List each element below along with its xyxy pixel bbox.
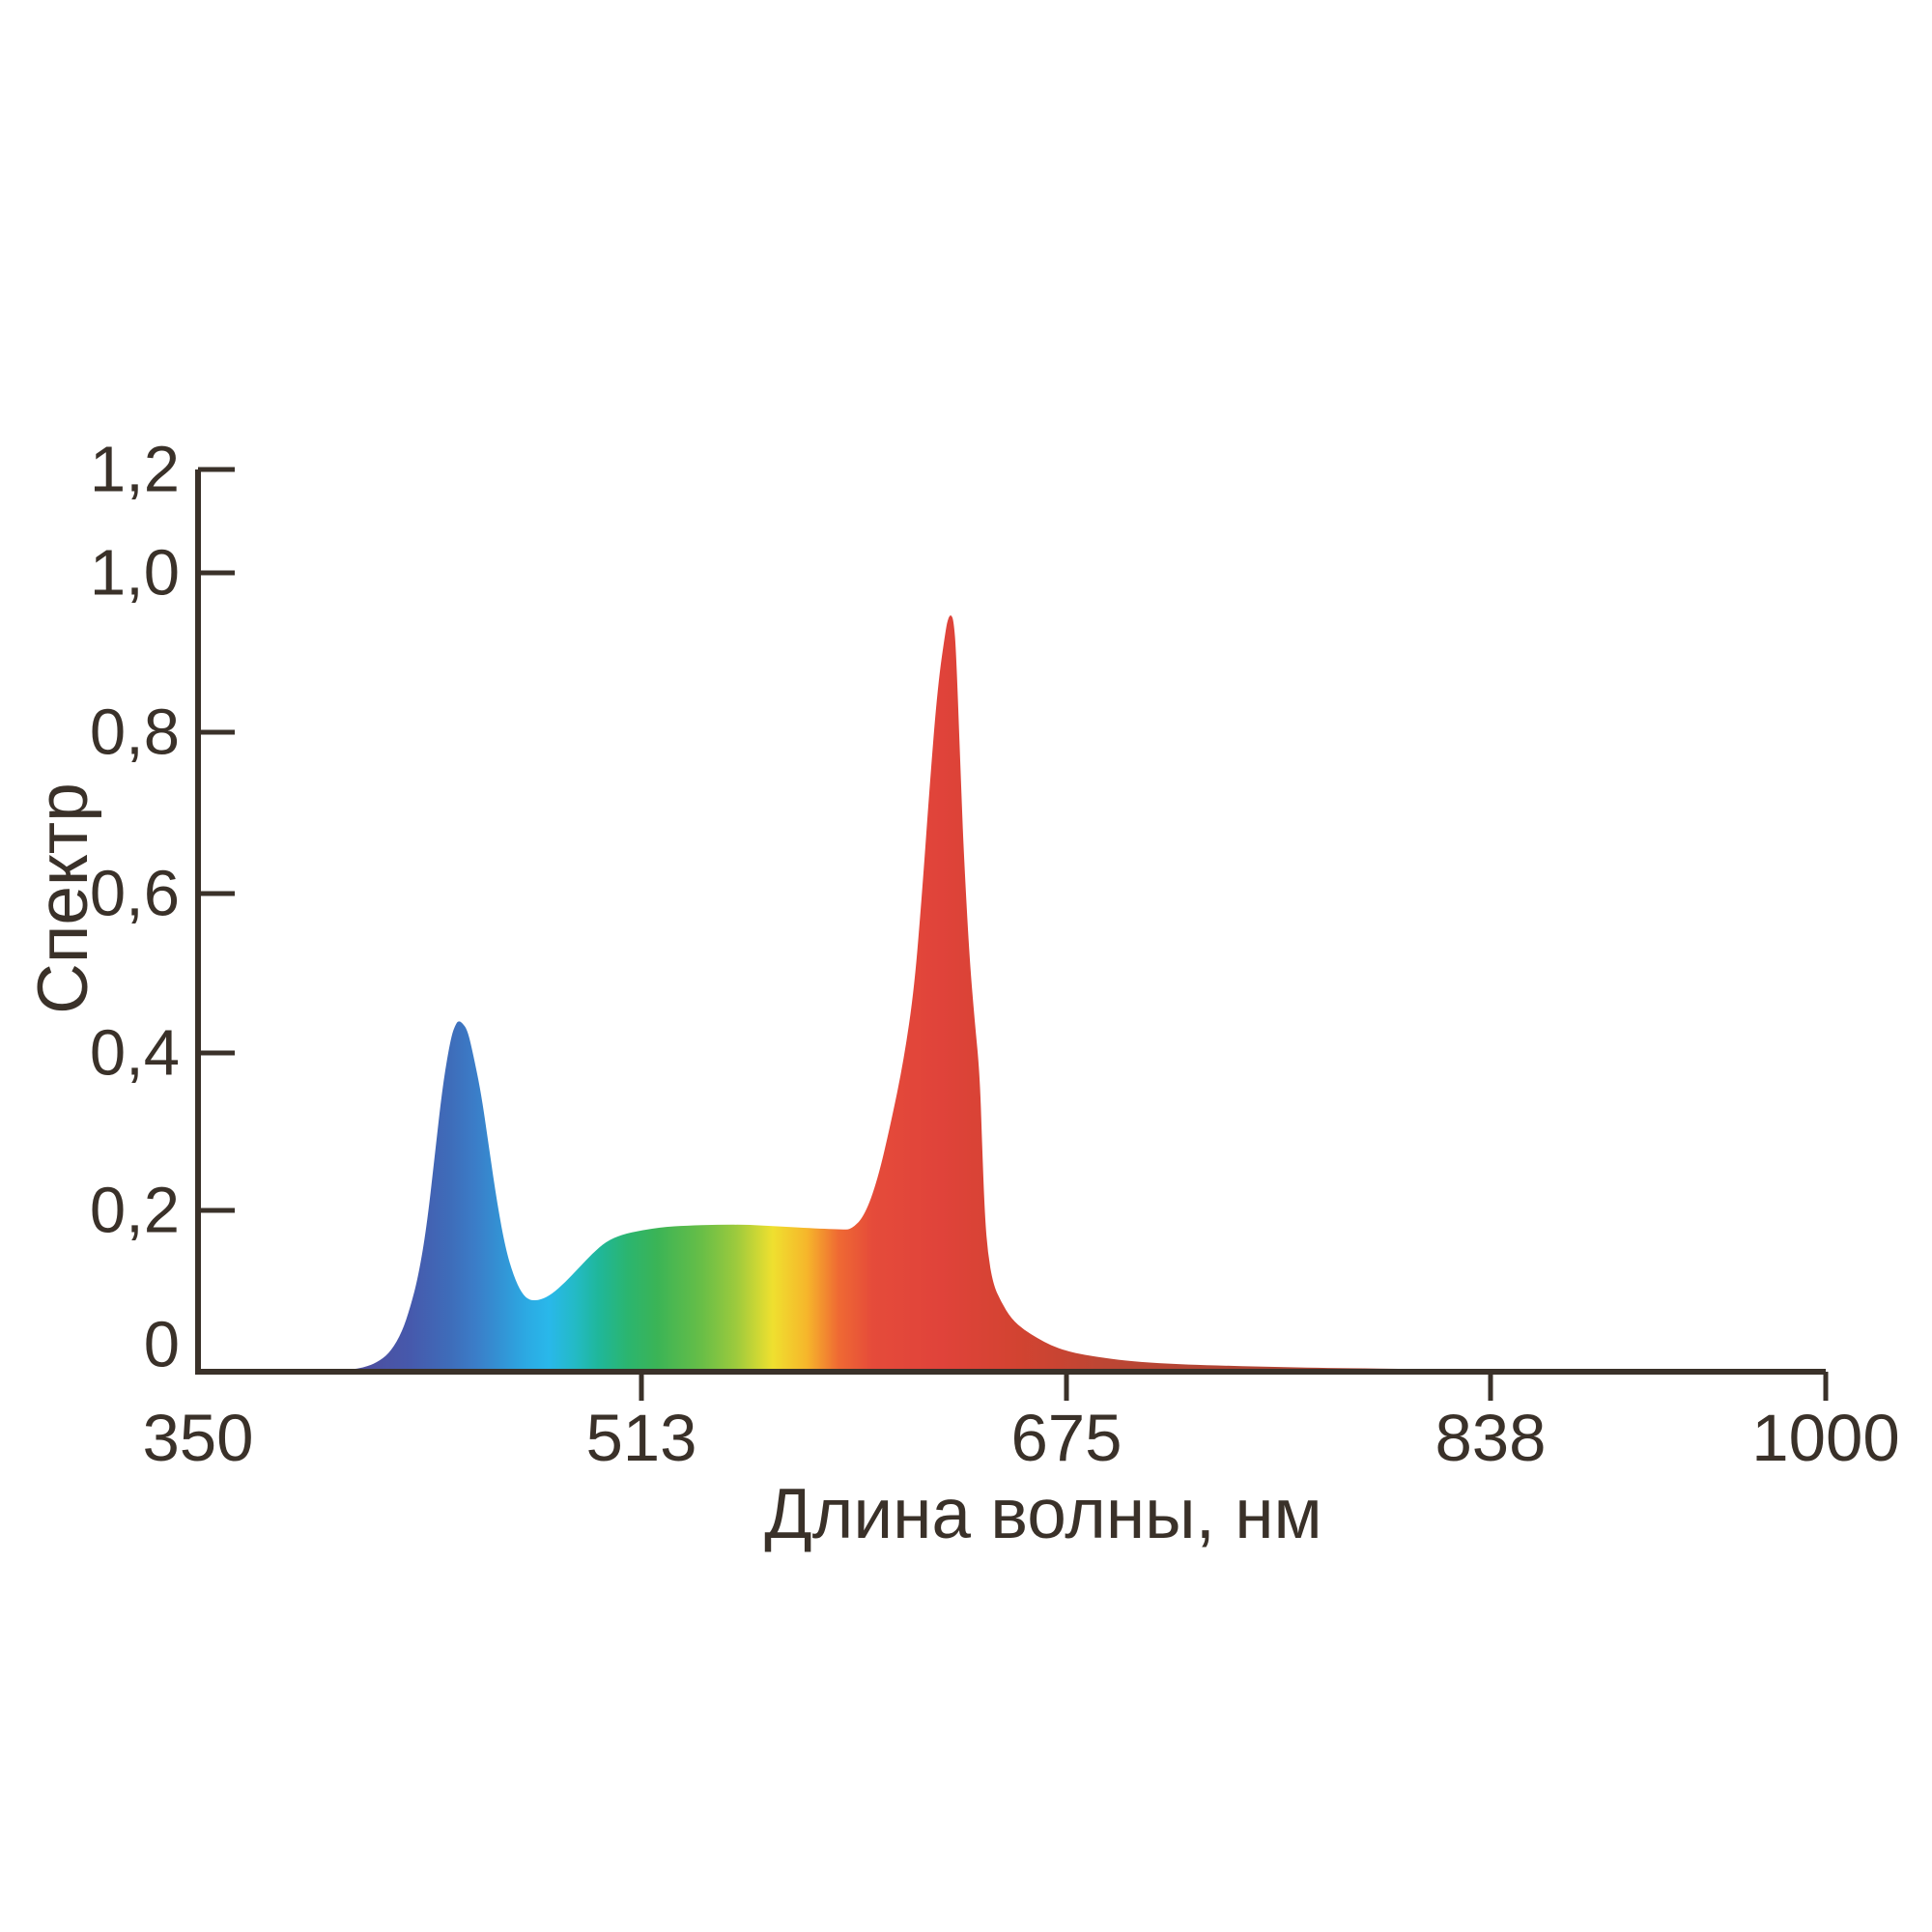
- y-axis-ticks: [198, 467, 235, 1213]
- y-tick-label: 0,8: [90, 696, 180, 769]
- y-axis-title: Спектр: [24, 782, 102, 1014]
- y-tick-label: 0,4: [90, 1017, 180, 1090]
- spectrum-curve: [320, 615, 1827, 1372]
- y-tick-label: 1,2: [90, 434, 180, 506]
- x-tick-label: 513: [585, 1401, 696, 1475]
- x-tick-label: 1000: [1751, 1401, 1900, 1475]
- x-axis-title: Длина волны, нм: [764, 1475, 1321, 1553]
- axes-line: [195, 469, 1826, 1375]
- y-tick-label: 1,0: [90, 537, 180, 610]
- y-tick-label: 0,2: [90, 1175, 180, 1247]
- y-tick-label: 0: [144, 1309, 180, 1381]
- y-tick-label: 0,6: [90, 858, 180, 930]
- x-axis-tick-labels: 350 513 675 838 1000: [142, 1401, 1899, 1475]
- x-tick-label: 675: [1010, 1401, 1122, 1475]
- x-tick-label: 350: [142, 1401, 253, 1475]
- x-axis-ticks: [639, 1372, 1829, 1401]
- y-axis-tick-labels: 0 0,2 0,4 0,6 0,8 1,0 1,2: [90, 434, 180, 1381]
- x-tick-label: 838: [1435, 1401, 1546, 1475]
